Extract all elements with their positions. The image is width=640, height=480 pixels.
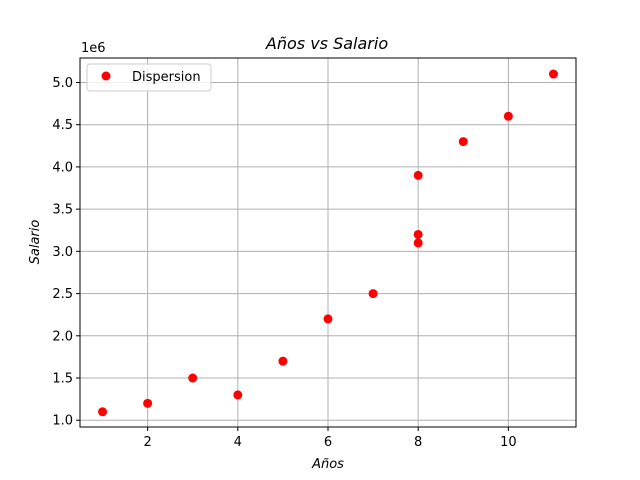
x-tick-label: 2 [143, 435, 151, 450]
x-tick-label: 4 [234, 435, 242, 450]
data-point [503, 111, 513, 121]
legend-box [86, 63, 212, 92]
data-point [188, 373, 198, 383]
grid [80, 58, 576, 427]
plot-frame [79, 57, 577, 428]
data-point [368, 289, 378, 299]
y-axis-title: Salario [28, 220, 43, 265]
data-point [143, 398, 153, 408]
x-tick-label: 8 [414, 435, 422, 450]
x-axis-ticks: 2 4 6 8 10 [143, 427, 517, 450]
y-tick-label: 3.0 [52, 245, 73, 260]
data-point [413, 229, 423, 239]
legend-label: Dispersion [132, 70, 201, 85]
y-axis-ticks: 1.0 1.5 2.0 2.5 3.0 3.5 4.0 4.5 5.0 [52, 76, 80, 429]
data-point [278, 356, 288, 366]
y-tick-label: 2.5 [52, 287, 73, 302]
x-tick-label: 6 [324, 435, 332, 450]
y-offset-label: 1e6 [81, 41, 106, 56]
legend-marker [101, 71, 111, 81]
x-tick-label: 10 [500, 435, 517, 450]
y-tick-label: 4.5 [52, 118, 73, 133]
data-points [98, 69, 558, 417]
data-point [233, 390, 243, 400]
y-tick-label: 5.0 [52, 76, 73, 91]
data-point [458, 137, 468, 147]
y-tick-label: 2.0 [52, 329, 73, 344]
y-tick-label: 3.5 [52, 203, 73, 218]
data-point [413, 170, 423, 180]
x-axis-title: Años [311, 457, 344, 472]
y-tick-label: 4.0 [52, 160, 73, 175]
data-point [323, 314, 333, 324]
y-tick-label: 1.5 [52, 372, 73, 387]
chart-title: Años vs Salario [265, 34, 388, 53]
data-point [98, 407, 108, 417]
legend: Dispersion [86, 63, 212, 92]
y-tick-label: 1.0 [52, 414, 73, 429]
data-point [548, 69, 558, 79]
data-point [413, 238, 423, 248]
